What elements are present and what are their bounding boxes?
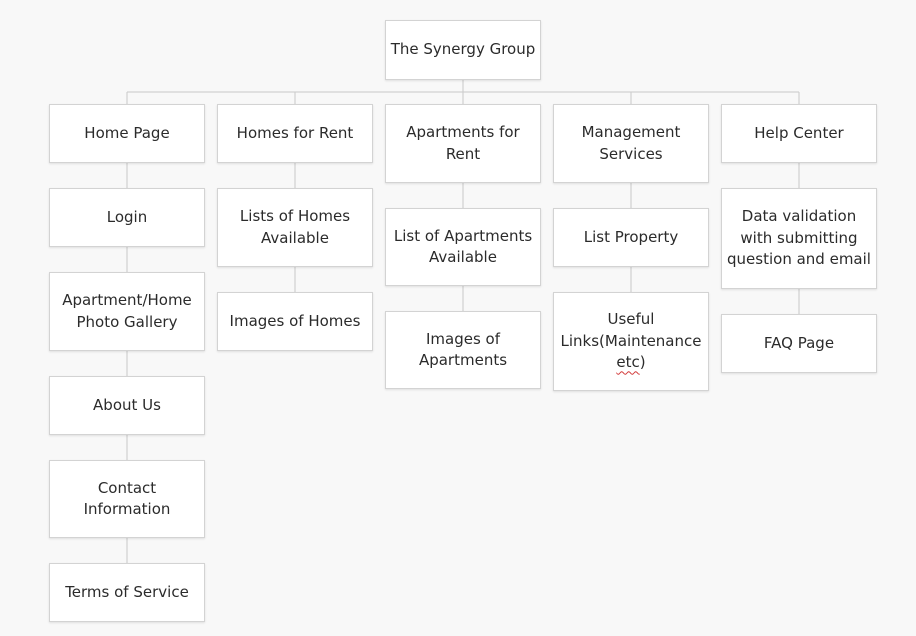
useful-links-tail: etc — [616, 353, 640, 372]
help-center-node[interactable]: Help Center — [721, 104, 877, 163]
home-page-node[interactable]: Home Page — [49, 104, 205, 163]
faq-page-node[interactable]: FAQ Page — [721, 314, 877, 373]
images-of-apartments-node[interactable]: Images of Apartments — [385, 311, 541, 389]
terms-of-service-node[interactable]: Terms of Service — [49, 563, 205, 622]
images-of-homes-node[interactable]: Images of Homes — [217, 292, 373, 351]
management-services-node[interactable]: Management Services — [553, 104, 709, 183]
homes-for-rent-node[interactable]: Homes for Rent — [217, 104, 373, 163]
data-validation-node[interactable]: Data validation with submitting question… — [721, 188, 877, 289]
root-node[interactable]: The Synergy Group — [385, 20, 541, 80]
photo-gallery-node[interactable]: Apartment/Home Photo Gallery — [49, 272, 205, 351]
login-node[interactable]: Login — [49, 188, 205, 247]
useful-links-node[interactable]: Useful Links(Maintenance etc) — [553, 292, 709, 391]
contact-information-node[interactable]: Contact Information — [49, 460, 205, 538]
list-property-node[interactable]: List Property — [553, 208, 709, 267]
list-of-apartments-node[interactable]: List of Apartments Available — [385, 208, 541, 286]
apartments-for-rent-node[interactable]: Apartments for Rent — [385, 104, 541, 183]
lists-of-homes-node[interactable]: Lists of Homes Available — [217, 188, 373, 267]
useful-links-label: Useful Links(Maintenance etc) — [560, 310, 702, 372]
about-us-node[interactable]: About Us — [49, 376, 205, 435]
